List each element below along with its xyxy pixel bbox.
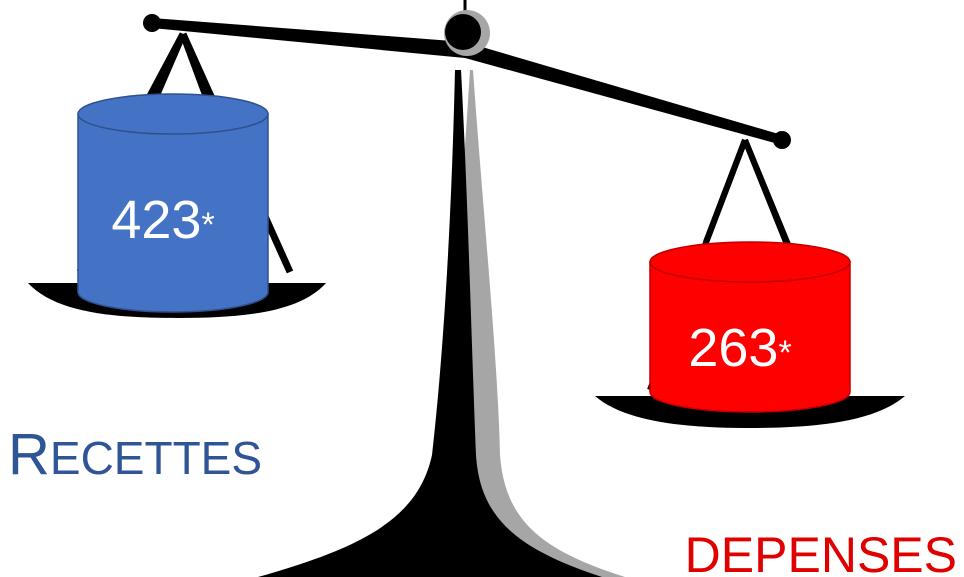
left-drum-value: 423* xyxy=(111,190,214,250)
right-drum: 263* xyxy=(649,241,851,413)
right-drum-value: 263* xyxy=(688,318,791,378)
recettes-label: RECETTES xyxy=(8,422,262,487)
scale-pivot xyxy=(444,10,490,56)
right-drum-body xyxy=(649,261,851,413)
left-drum-top xyxy=(77,93,269,135)
left-drum-body xyxy=(77,113,269,313)
left-drum: 423* xyxy=(77,93,269,313)
pillar-body xyxy=(258,70,602,577)
beam-left-knob xyxy=(143,14,161,32)
depenses-label: DEPENSES xyxy=(685,527,957,577)
right-drum-top xyxy=(649,241,851,283)
scale-beam xyxy=(143,14,791,149)
beam-right-knob xyxy=(773,131,791,149)
